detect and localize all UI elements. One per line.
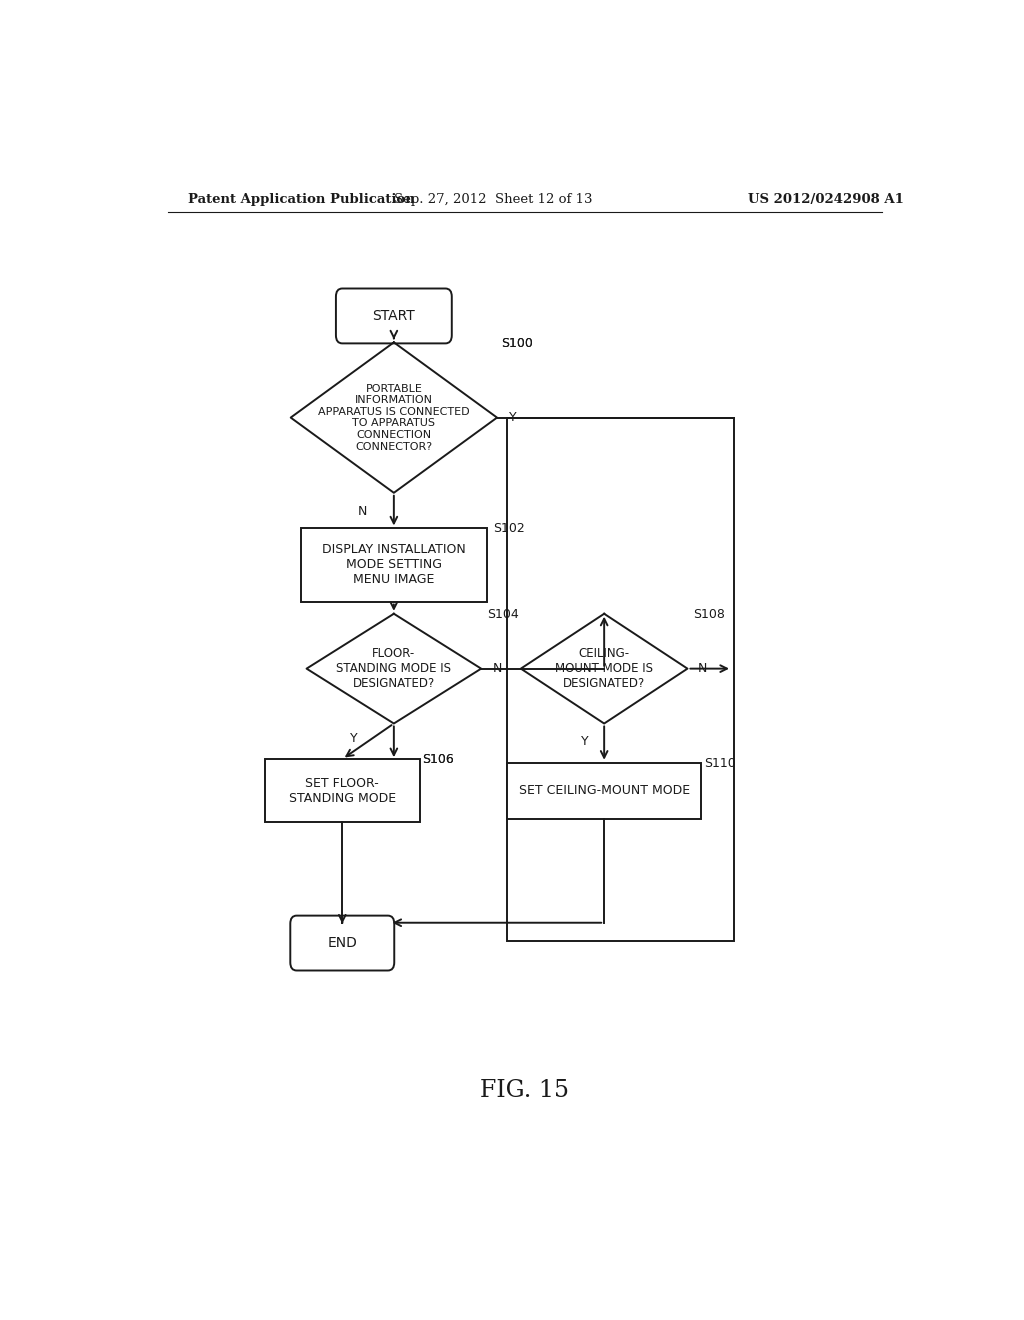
FancyBboxPatch shape [290, 916, 394, 970]
Text: N: N [357, 504, 367, 517]
Polygon shape [291, 342, 497, 492]
Text: CEILING-
MOUNT MODE IS
DESIGNATED?: CEILING- MOUNT MODE IS DESIGNATED? [555, 647, 653, 690]
Text: SET CEILING-MOUNT MODE: SET CEILING-MOUNT MODE [518, 784, 690, 797]
Text: US 2012/0242908 A1: US 2012/0242908 A1 [749, 193, 904, 206]
Text: Y: Y [350, 733, 358, 746]
Text: S110: S110 [705, 756, 736, 770]
Text: Y: Y [581, 735, 588, 748]
Bar [301, 528, 487, 602]
Text: S100: S100 [501, 337, 532, 350]
Text: Sep. 27, 2012  Sheet 12 of 13: Sep. 27, 2012 Sheet 12 of 13 [394, 193, 592, 206]
FancyBboxPatch shape [336, 289, 452, 343]
Text: S102: S102 [494, 521, 525, 535]
Text: FLOOR-
STANDING MODE IS
DESIGNATED?: FLOOR- STANDING MODE IS DESIGNATED? [336, 647, 452, 690]
Text: S106: S106 [422, 752, 454, 766]
Text: Y: Y [509, 411, 516, 424]
Polygon shape [521, 614, 687, 723]
Polygon shape [306, 614, 481, 723]
Text: N: N [697, 663, 708, 675]
Text: Patent Application Publication: Patent Application Publication [187, 193, 415, 206]
Text: S104: S104 [486, 609, 518, 622]
Bar [507, 417, 733, 941]
Bar [265, 759, 420, 822]
Text: SET FLOOR-
STANDING MODE: SET FLOOR- STANDING MODE [289, 776, 396, 805]
Text: FIG. 15: FIG. 15 [480, 1078, 569, 1102]
Text: END: END [328, 936, 357, 950]
Text: S108: S108 [693, 609, 725, 622]
Text: N: N [494, 663, 503, 675]
Text: DISPLAY INSTALLATION
MODE SETTING
MENU IMAGE: DISPLAY INSTALLATION MODE SETTING MENU I… [322, 544, 466, 586]
Text: S100: S100 [501, 337, 532, 350]
Text: START: START [373, 309, 415, 323]
Bar [507, 763, 701, 818]
Text: PORTABLE
INFORMATION
APPARATUS IS CONNECTED
TO APPARATUS
CONNECTION
CONNECTOR?: PORTABLE INFORMATION APPARATUS IS CONNEC… [318, 384, 470, 451]
Text: S106: S106 [422, 752, 454, 766]
